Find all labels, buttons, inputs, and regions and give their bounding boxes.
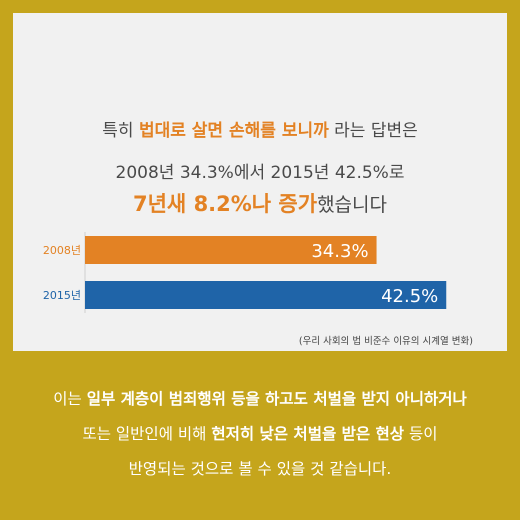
category-label-0: 2008년	[43, 244, 81, 257]
headline-1-post: 라는 답변은	[328, 121, 418, 141]
bottom-1-a: 이는	[53, 390, 87, 408]
headline-1-emphasis: 법대로 살면 손해를 보니까	[138, 121, 329, 141]
headline-3-emphasis: 7년새 8.2%나 증가	[133, 192, 318, 216]
bottom-line-3: 반영되는 것으로 볼 수 있을 것 같습니다.	[128, 460, 392, 478]
bottom-2-c: 등이	[404, 425, 438, 443]
bottom-2-b: 현저히 낮은 처벌을 받은 현상	[211, 425, 405, 443]
headline-line-3: 7년새 8.2%나 증가했습니다	[13, 188, 507, 218]
source-caption: (우리 사회의 법 비준수 이유의 시계열 변화)	[298, 336, 473, 347]
headline-3-post: 했습니다	[317, 194, 387, 216]
bottom-line-1: 이는 일부 계층이 범죄행위 등을 하고도 처벌을 받지 아니하거나	[0, 387, 520, 409]
value-label-1: 42.5%	[381, 286, 438, 307]
bottom-line-2: 또는 일반인에 비해 현저히 낮은 처벌을 받은 현상 등이	[0, 422, 520, 444]
bar-chart: 2008년 34.3% 2015년 42.5%	[43, 232, 447, 313]
bar-1	[85, 281, 447, 309]
value-label-0: 34.3%	[311, 241, 368, 262]
bottom-2-a: 또는 일반인에 비해	[82, 425, 212, 443]
bottom-1-b: 일부 계층이 범죄행위 등을 하고도 처벌을 받지 아니하거나	[86, 390, 467, 408]
headline-1-pre: 특히	[102, 121, 139, 141]
chart-card: 특히 법대로 살면 손해를 보니까 라는 답변은 2008년 34.3%에서 2…	[13, 13, 507, 351]
bar-0	[85, 236, 377, 264]
headline-line-2: 2008년 34.3%에서 2015년 42.5%로	[115, 163, 405, 183]
category-label-1: 2015년	[43, 289, 81, 302]
headline-line-1: 특히 법대로 살면 손해를 보니까 라는 답변은	[13, 116, 507, 141]
